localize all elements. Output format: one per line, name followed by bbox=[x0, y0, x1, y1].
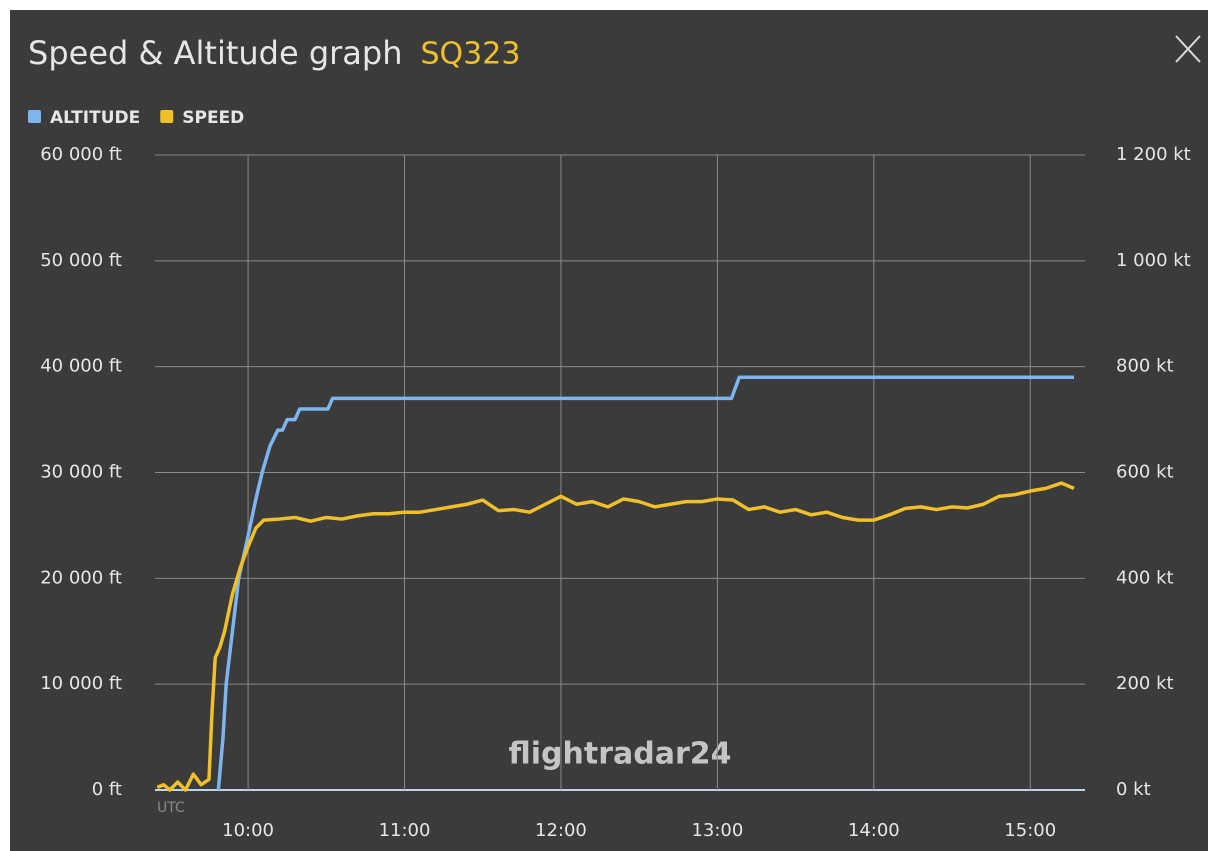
y-tick-label: 0 ft bbox=[92, 779, 122, 800]
y2-tick-label: 800 kt bbox=[1116, 356, 1174, 377]
y2-tick-label: 400 kt bbox=[1116, 567, 1174, 588]
x-tick-label: 12:00 bbox=[535, 820, 587, 841]
series-line bbox=[216, 375, 1075, 791]
x-unit-label: UTC bbox=[157, 800, 185, 816]
chart-subtitle: SQ323 bbox=[421, 37, 521, 72]
legend-swatch bbox=[28, 110, 41, 123]
x-tick-label: 11:00 bbox=[379, 820, 431, 841]
panel bbox=[10, 10, 1208, 851]
x-tick-label: 15:00 bbox=[1004, 820, 1056, 841]
legend-swatch bbox=[160, 110, 174, 123]
legend-label: ALTITUDE bbox=[50, 108, 140, 128]
y-tick-label: 40 000 ft bbox=[40, 356, 122, 377]
y-tick-label: 20 000 ft bbox=[40, 567, 122, 588]
y-tick-label: 10 000 ft bbox=[40, 673, 122, 694]
y2-tick-label: 1 000 kt bbox=[1116, 250, 1191, 271]
y2-tick-label: 200 kt bbox=[1116, 673, 1174, 694]
y2-tick-label: 1 200 kt bbox=[1116, 144, 1191, 165]
x-tick-label: 14:00 bbox=[848, 820, 900, 841]
close-button[interactable] bbox=[1175, 35, 1201, 63]
y-tick-label: 50 000 ft bbox=[40, 250, 122, 271]
x-tick-label: 13:00 bbox=[691, 820, 743, 841]
series-line bbox=[156, 481, 1075, 792]
x-tick-label: 10:00 bbox=[222, 820, 274, 841]
y-tick-label: 60 000 ft bbox=[40, 144, 122, 165]
watermark: flightradar24 bbox=[509, 737, 732, 772]
y2-tick-label: 0 kt bbox=[1116, 779, 1151, 800]
close-icon[interactable] bbox=[1175, 35, 1201, 63]
legend-label: SPEED bbox=[182, 108, 244, 128]
y2-tick-label: 600 kt bbox=[1116, 462, 1174, 483]
y-tick-label: 30 000 ft bbox=[40, 462, 122, 483]
chart-title: Speed & Altitude graph bbox=[28, 34, 403, 72]
